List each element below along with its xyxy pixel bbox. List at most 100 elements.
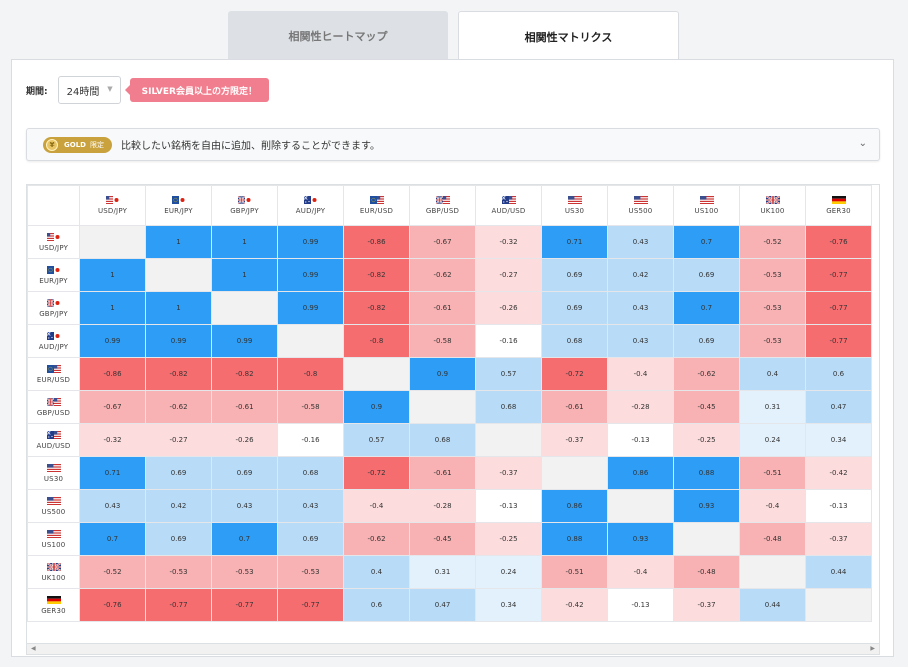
matrix-cell: -0.13 [607,423,674,457]
row-label: US30 [43,474,64,483]
flag-icon [80,196,145,204]
scroll-left-icon[interactable]: ◀ [31,645,36,652]
matrix-cell: 0.99 [277,225,344,259]
row-header: US30 [27,456,80,490]
matrix-cell: 1 [145,291,212,325]
matrix-cell: -0.58 [277,390,344,424]
matrix-cell: -0.28 [409,489,476,523]
column-label: UK100 [760,207,785,215]
matrix-panel: 期間: 24時間 ▼ SILVER会員以上の方限定！ ¥ GOLD 限定 比較し… [11,59,894,657]
matrix-cell: -0.26 [211,423,278,457]
matrix-cell: -0.76 [805,225,872,259]
matrix-cell: -0.45 [409,522,476,556]
matrix-cell: 0.9 [343,390,410,424]
row-label: EUR/USD [36,375,71,384]
matrix-cell: -0.42 [805,456,872,490]
matrix-cell: 1 [211,225,278,259]
matrix-cell: -0.37 [541,423,608,457]
row-header: AUD/USD [27,423,80,457]
matrix-cell: 0.88 [673,456,740,490]
row-header: GBP/JPY [27,291,80,325]
row-header: US100 [27,522,80,556]
matrix-cell: -0.67 [79,390,146,424]
matrix-cell: -0.26 [475,291,542,325]
matrix-cell: 0.57 [475,357,542,391]
matrix-cell [277,324,344,358]
row-header: EUR/USD [27,357,80,391]
matrix-row: EUR/USD -0.86 -0.82 -0.82 -0.8 0.9 0.57 -0.72 -0… [27,357,872,391]
flag-icon [28,331,79,340]
matrix-cell: 0.99 [145,324,212,358]
row-header: UK100 [27,555,80,589]
matrix-cell: 0.7 [673,225,740,259]
matrix-cell: 0.99 [79,324,146,358]
gold-badge: ¥ GOLD 限定 [43,136,112,153]
matrix-cell: 0.71 [541,225,608,259]
matrix-cell: 0.7 [673,291,740,325]
matrix-cell: 0.69 [145,522,212,556]
period-label: 期間: [26,86,48,97]
matrix-cell: -0.32 [79,423,146,457]
matrix-cell: -0.77 [211,588,278,622]
matrix-cell: 0.68 [475,390,542,424]
gold-badge-sub: 限定 [89,140,104,149]
matrix-cell: -0.86 [79,357,146,391]
matrix-cell [145,258,212,292]
matrix-cell: 0.47 [409,588,476,622]
matrix-cell: 0.31 [409,555,476,589]
flag-icon [28,397,79,406]
correlation-table: USD/JPY EUR/JPY GBP/JPY AUD/JPY EUR/USD GBP/U… [27,185,872,622]
scroll-right-icon[interactable]: ▶ [870,645,875,652]
matrix-cell: -0.16 [277,423,344,457]
column-header: EUR/USD [343,185,410,226]
matrix-cell: -0.4 [343,489,410,523]
gold-badge-label: GOLD [64,140,86,149]
period-control: 期間: 24時間 ▼ SILVER会員以上の方限定！ [26,76,269,104]
matrix-cell: 0.69 [145,456,212,490]
matrix-cell: 1 [79,258,146,292]
matrix-cell: -0.48 [739,522,806,556]
column-label: US30 [564,207,585,215]
column-header: UK100 [739,185,806,226]
tab-matrix[interactable]: 相関性マトリクス [458,11,679,61]
tab-heatmap[interactable]: 相関性ヒートマップ [228,11,448,60]
matrix-header-row: USD/JPY EUR/JPY GBP/JPY AUD/JPY EUR/USD GBP/U… [27,185,872,226]
matrix-cell: -0.27 [475,258,542,292]
chevron-down-icon[interactable]: ⌄ [858,138,867,149]
flag-icon [410,196,475,204]
column-label: EUR/USD [359,207,394,215]
matrix-cell: -0.48 [673,555,740,589]
matrix-cell: -0.13 [475,489,542,523]
column-header: AUD/JPY [277,185,344,226]
flag-icon [28,595,79,604]
matrix-cell: -0.67 [409,225,476,259]
row-label: GER30 [41,606,66,615]
matrix-row: USD/JPY 1 1 0.99 -0.86 -0.67 -0.32 0.71 0.43 0.7-… [27,225,872,259]
matrix-cell: 0.4 [343,555,410,589]
matrix-cell: 0.68 [409,423,476,457]
horizontal-scrollbar[interactable]: ◀ ▶ [26,644,880,655]
gold-accordion[interactable]: ¥ GOLD 限定 比較したい銘柄を自由に追加、削除することができます。 ⌄ [26,128,880,161]
flag-icon [740,196,805,204]
matrix-cell: -0.53 [211,555,278,589]
matrix-cell: -0.42 [541,588,608,622]
period-value: 24時間 [66,86,100,98]
row-label: UK100 [41,573,66,582]
flag-icon [28,364,79,373]
matrix-row: AUD/JPY 0.99 0.99 0.99 -0.8 -0.58 -0.16 0.68 0.4… [27,324,872,358]
matrix-cell: 0.57 [343,423,410,457]
matrix-cell: 1 [211,258,278,292]
matrix-cell: -0.8 [343,324,410,358]
matrix-cell: -0.77 [277,588,344,622]
column-header: GER30 [805,185,872,226]
period-select[interactable]: 24時間 ▼ [57,76,121,104]
column-header: USD/JPY [79,185,146,226]
matrix-cell: 0.47 [805,390,872,424]
matrix-cell: -0.53 [145,555,212,589]
column-header: GBP/USD [409,185,476,226]
row-header: AUD/JPY [27,324,80,358]
matrix-cell: -0.53 [739,258,806,292]
matrix-cell: -0.52 [739,225,806,259]
matrix-cell: 0.9 [409,357,476,391]
matrix-cell: -0.77 [805,324,872,358]
